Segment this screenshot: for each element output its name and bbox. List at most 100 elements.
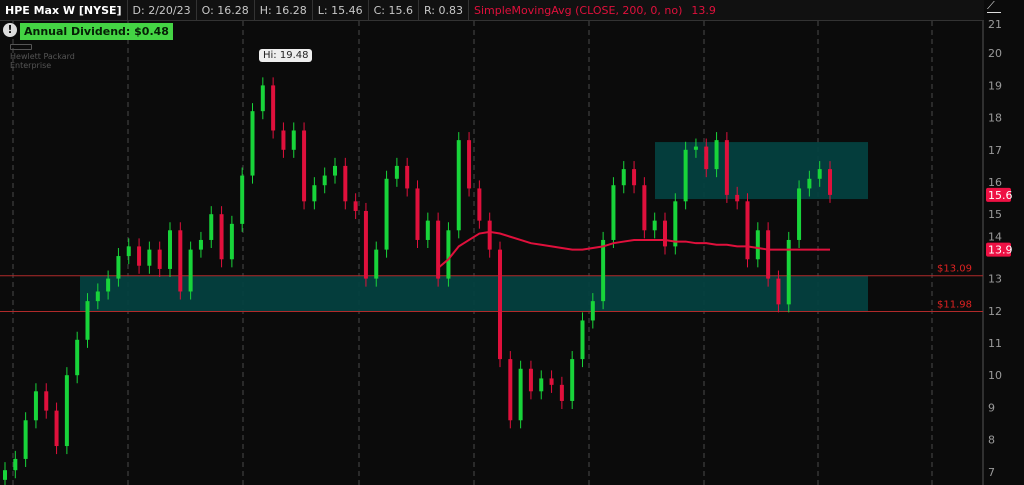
y-tick-label: 17	[988, 144, 1002, 157]
candle-body	[64, 375, 69, 447]
open-value: O: 16.28	[197, 0, 255, 20]
candle-body	[240, 175, 245, 224]
candle-body	[559, 384, 564, 401]
close-value: C: 15.6	[369, 0, 419, 20]
candle-body	[745, 201, 750, 260]
y-tick-label: 11	[988, 337, 1002, 350]
candle-body	[735, 194, 740, 202]
candle-body	[291, 130, 296, 150]
y-tick-label: 16	[988, 176, 1002, 189]
candle-body	[590, 301, 595, 321]
candle-body	[415, 188, 420, 240]
candle-body	[322, 175, 327, 186]
candle-body	[683, 149, 688, 202]
candle-body	[363, 210, 368, 279]
y-tick-label: 20	[988, 47, 1002, 60]
candle-body	[487, 220, 492, 250]
candle-body	[539, 378, 544, 392]
candle-body	[33, 391, 38, 421]
candle-body	[549, 378, 554, 385]
candle-body	[260, 85, 265, 112]
resistance-zone	[655, 142, 868, 200]
candle-body	[44, 391, 49, 411]
candle-body	[817, 169, 822, 179]
candle-body	[704, 146, 709, 170]
study-label[interactable]: SimpleMovingAvg (CLOSE, 200, 0, no)	[473, 3, 683, 17]
candle-body	[188, 249, 193, 292]
candle-body	[219, 214, 224, 260]
low-value: L: 15.46	[313, 0, 369, 20]
y-tick-label: 13	[988, 273, 1002, 286]
candle-body	[333, 165, 337, 176]
candle-body	[425, 220, 430, 240]
candle-body	[663, 220, 667, 247]
candle-body	[807, 178, 812, 189]
candle-body	[766, 230, 771, 279]
company-logo: Hewlett Packard Enterprise	[10, 44, 90, 70]
y-tick-label: 12	[988, 305, 1002, 318]
candle-body	[467, 140, 472, 189]
dividend-badge[interactable]: Annual Dividend: $0.48	[20, 23, 173, 40]
candle-body	[673, 201, 678, 247]
candle-body	[528, 368, 533, 392]
high-value: H: 16.28	[255, 0, 313, 20]
candle-body	[797, 188, 802, 240]
range-value: R: 0.83	[419, 0, 469, 20]
candle-body	[116, 256, 121, 279]
date-value: D: 2/20/23	[128, 0, 197, 20]
candle-body	[13, 458, 18, 471]
candle-body	[632, 169, 637, 186]
candle-body	[755, 230, 760, 260]
candle-body	[508, 359, 513, 421]
sma-value-tag: 13.9	[988, 244, 1013, 257]
candle-body	[126, 246, 131, 257]
y-tick-label: 15	[988, 208, 1002, 221]
candle-body	[178, 230, 183, 292]
alert-icon[interactable]: !	[3, 23, 17, 37]
candle-body	[652, 220, 657, 231]
symbol-label[interactable]: HPE Max W [NYSE]	[0, 0, 128, 20]
candle-body	[209, 214, 214, 240]
candle-body	[570, 359, 575, 401]
sma-value-tag-bg	[986, 242, 1011, 257]
candle-body	[312, 185, 317, 202]
candle-body	[714, 140, 719, 170]
chart-header: HPE Max W [NYSE] D: 2/20/23 O: 16.28 H: …	[0, 0, 984, 21]
candle-body	[611, 185, 616, 240]
study-value: 13.9	[691, 3, 716, 17]
candle-body	[250, 111, 255, 176]
candle-body	[353, 201, 358, 211]
candle-body	[137, 246, 142, 266]
candle-body	[776, 278, 781, 305]
candle-body	[106, 278, 111, 292]
y-tick-label: 10	[988, 369, 1002, 382]
y-tick-label: 8	[988, 434, 995, 447]
candle-body	[147, 249, 152, 266]
candle-body	[75, 339, 80, 376]
candle-body	[828, 169, 832, 195]
candle-body	[446, 230, 451, 279]
support-zone	[80, 275, 868, 312]
candle-body	[85, 301, 90, 340]
candle-body	[374, 249, 379, 279]
candle-body	[642, 185, 647, 231]
candle-body	[693, 146, 698, 150]
candle-body	[95, 291, 100, 302]
candle-body	[786, 239, 791, 305]
candle-body	[394, 165, 399, 179]
last-price-tag-bg	[986, 187, 1011, 202]
y-tick-label: 7	[988, 466, 995, 479]
candle-body	[3, 470, 7, 480]
chart-settings-icon[interactable]: ⟋	[987, 0, 1001, 13]
candle-body	[229, 223, 234, 260]
candle-body	[168, 230, 172, 269]
candle-body	[621, 169, 626, 186]
candle-body	[477, 188, 482, 221]
candle-body	[724, 140, 729, 195]
candle-body	[281, 130, 286, 150]
candle-body	[23, 420, 28, 459]
candle-body	[54, 410, 59, 447]
y-tick-label: 14	[988, 231, 1002, 244]
high-label: Hi: 19.48	[259, 49, 313, 62]
